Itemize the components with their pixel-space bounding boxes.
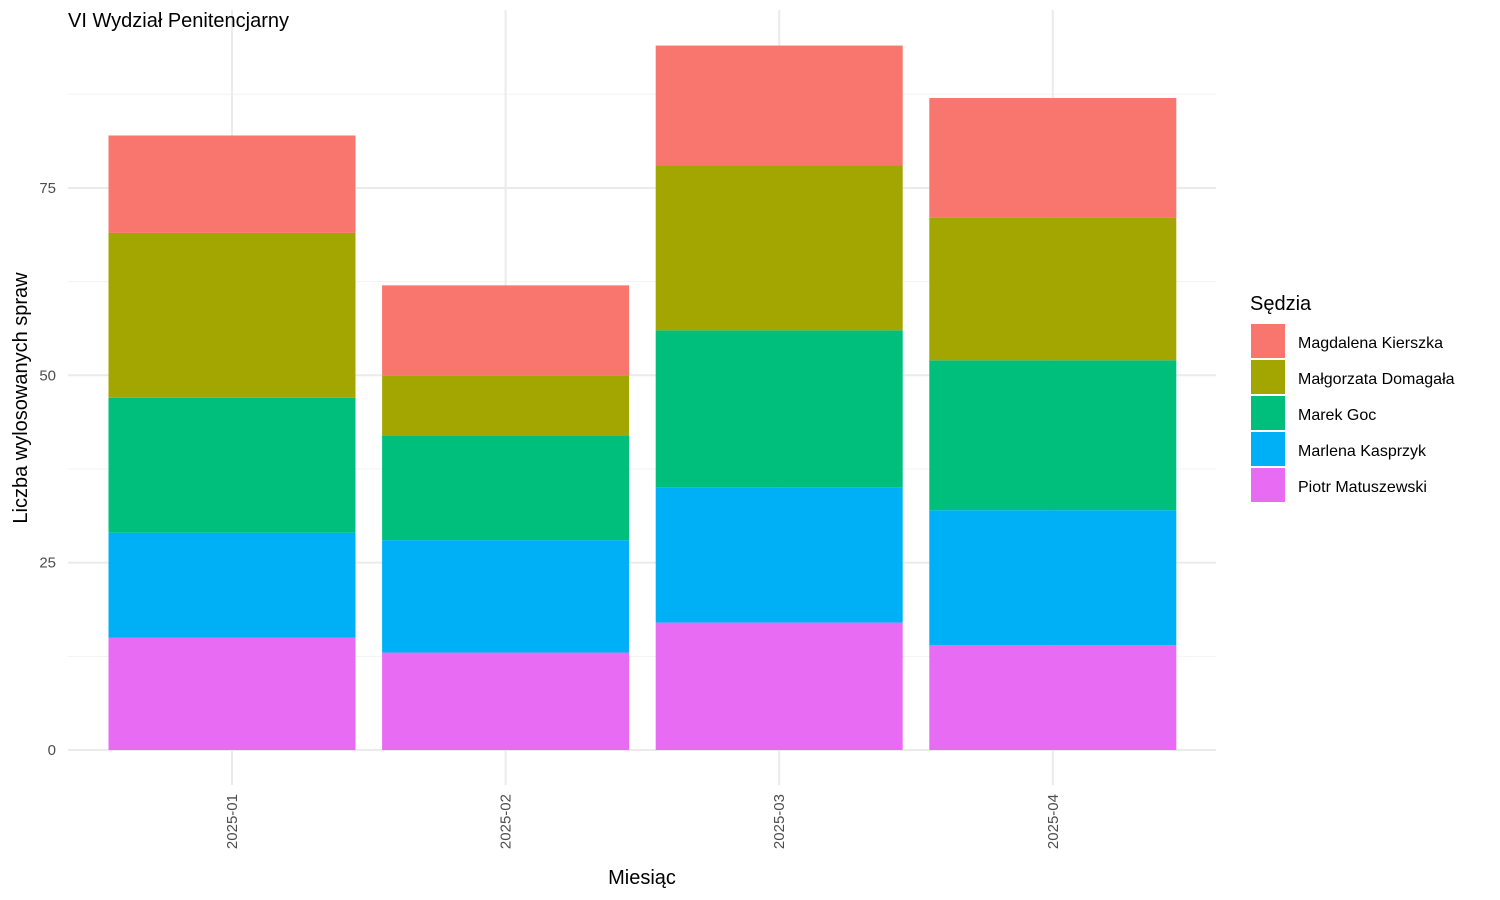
x-tick-label: 2025-04: [1045, 794, 1062, 849]
chart-title: VI Wydział Penitencjarny: [68, 10, 289, 32]
bar-segment: [655, 487, 903, 623]
x-axis-ticks: 2025-01 2025-02 2025-03 2025-04: [224, 794, 1062, 849]
bar-segment: [108, 397, 356, 533]
legend-items: Magdalena Kierszka Małgorzata Domagała Mar…: [1251, 324, 1455, 502]
x-axis-title: Miesiąc: [608, 867, 676, 889]
bar-segment: [382, 540, 630, 653]
y-axis-ticks: 0 25 50 75: [39, 180, 56, 759]
bar-segment: [655, 165, 903, 331]
legend-swatch: [1251, 396, 1285, 430]
legend-label: Małgorzata Domagała: [1298, 371, 1455, 388]
bar-segment: [929, 510, 1177, 646]
bar-segment: [108, 637, 356, 750]
bar-segment: [382, 435, 630, 541]
y-tick-label: 25: [39, 555, 56, 572]
bar-segment: [108, 135, 356, 233]
bar-segment: [655, 330, 903, 488]
bar-segment: [655, 622, 903, 750]
legend-label: Magdalena Kierszka: [1298, 335, 1443, 352]
y-tick-label: 50: [39, 367, 56, 384]
legend: Sędzia Magdalena Kierszka Małgorzata Doma…: [1250, 293, 1455, 502]
bar-segment: [108, 532, 356, 638]
legend-swatch: [1251, 324, 1285, 358]
y-axis-title: Liczba wylosowanych spraw: [10, 272, 32, 524]
legend-swatch: [1251, 468, 1285, 502]
bar-segment: [929, 98, 1177, 218]
x-tick-label: 2025-03: [771, 794, 788, 849]
bar-segment: [382, 652, 630, 750]
bar-segment: [382, 285, 630, 376]
x-tick-label: 2025-02: [498, 794, 515, 849]
bar-segment: [929, 217, 1177, 361]
legend-title: Sędzia: [1250, 293, 1312, 315]
bar-segment: [382, 375, 630, 436]
y-tick-label: 75: [39, 180, 56, 197]
x-tick-label: 2025-01: [224, 794, 241, 849]
bars: [108, 45, 1177, 750]
legend-label: Marlena Kasprzyk: [1298, 443, 1427, 460]
bar-segment: [929, 645, 1177, 750]
bar-segment: [929, 360, 1177, 511]
bar-segment: [108, 232, 356, 398]
legend-label: Marek Goc: [1298, 407, 1376, 424]
bar-segment: [655, 45, 903, 166]
legend-swatch: [1251, 360, 1285, 394]
legend-label: Piotr Matuszewski: [1298, 479, 1427, 496]
y-tick-label: 0: [48, 742, 56, 759]
legend-swatch: [1251, 432, 1285, 466]
